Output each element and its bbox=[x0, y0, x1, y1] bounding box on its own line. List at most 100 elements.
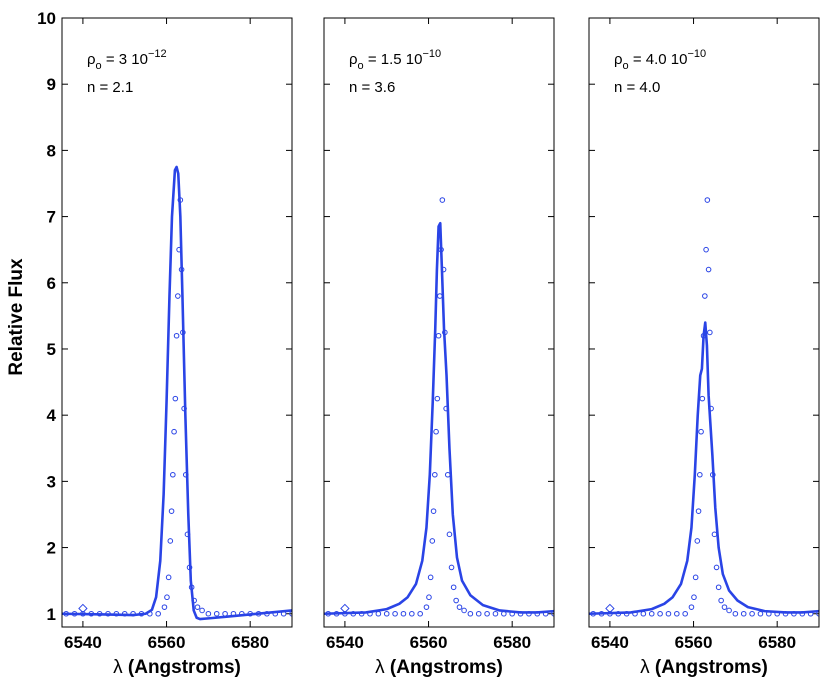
rho-exponent: −10 bbox=[687, 48, 706, 60]
observed-point bbox=[799, 610, 806, 617]
observed-point bbox=[688, 604, 695, 610]
observed-point bbox=[791, 610, 797, 617]
n-annotation: n = 2.1 bbox=[87, 79, 133, 96]
observed-point bbox=[434, 395, 441, 402]
rho-annotation: ρo = 3 10−12 bbox=[87, 48, 167, 72]
x-tick-label: 6540 bbox=[64, 633, 102, 652]
n-annotation: n = 3.6 bbox=[349, 79, 395, 96]
observed-point bbox=[213, 610, 220, 617]
observed-point bbox=[400, 610, 407, 617]
observed-point bbox=[18, 611, 23, 616]
panel-left: 1 2 3 4 5 6 7 8 9 10 6540 6560 6580 λ (Angstroms) ρo =… bbox=[18, 9, 311, 678]
observed-point bbox=[443, 405, 449, 412]
observed-point bbox=[632, 610, 638, 617]
observed-point bbox=[172, 395, 179, 402]
observed-point bbox=[440, 266, 447, 273]
model-line-series bbox=[62, 165, 292, 621]
observed-point bbox=[492, 610, 499, 617]
observed-point bbox=[430, 508, 437, 514]
observed-point bbox=[301, 611, 306, 616]
observed-point bbox=[375, 610, 382, 617]
observed-point bbox=[383, 610, 390, 617]
observed-point bbox=[177, 197, 184, 203]
observed-point bbox=[191, 597, 197, 604]
observed-point bbox=[698, 428, 704, 435]
observed-point bbox=[695, 508, 702, 514]
observed-point bbox=[272, 610, 279, 617]
observed-point bbox=[333, 610, 340, 617]
observed-point bbox=[807, 610, 814, 617]
observed-point bbox=[682, 610, 688, 617]
observed-point bbox=[715, 584, 722, 591]
observed-point bbox=[429, 538, 436, 544]
observed-point bbox=[167, 538, 174, 544]
x-tick-label: 6540 bbox=[326, 633, 364, 652]
observed-point bbox=[703, 246, 709, 253]
plot-area bbox=[18, 165, 311, 621]
observed-point bbox=[709, 471, 716, 478]
rho-symbol: ρ bbox=[349, 51, 358, 68]
observed-point bbox=[289, 610, 292, 617]
panel-frame bbox=[61, 17, 293, 628]
observed-point bbox=[442, 329, 448, 336]
observed-point bbox=[718, 597, 724, 604]
y-tick-label: 4 bbox=[47, 406, 57, 425]
x-axis-title-text: (Angstroms) bbox=[123, 657, 241, 678]
observed-point bbox=[517, 610, 524, 617]
observed-point bbox=[423, 604, 430, 610]
observed-point bbox=[448, 564, 455, 571]
observed-point bbox=[173, 332, 180, 339]
x-tick-label: 6580 bbox=[758, 633, 796, 652]
observed-point bbox=[309, 611, 314, 616]
reference-diamond-marker bbox=[340, 603, 350, 614]
plot-area bbox=[301, 197, 573, 617]
observed-point bbox=[427, 574, 434, 581]
observed-point bbox=[702, 293, 708, 299]
observed-point bbox=[713, 564, 720, 571]
observed-point bbox=[306, 611, 311, 616]
observed-point bbox=[186, 564, 193, 571]
x-axis-title-text: (Angstroms) bbox=[650, 657, 768, 678]
reference-diamond-marker bbox=[605, 603, 615, 614]
observed-point bbox=[184, 531, 191, 538]
observed-point bbox=[409, 610, 415, 617]
rho-subscript: o bbox=[623, 60, 629, 72]
observed-point bbox=[708, 405, 714, 412]
observed-point bbox=[446, 531, 453, 538]
observed-point bbox=[113, 610, 120, 617]
observed-point bbox=[438, 246, 444, 253]
y-tick-label: 7 bbox=[47, 208, 56, 227]
observed-point bbox=[155, 610, 161, 617]
observed-point bbox=[444, 471, 451, 478]
rho-exponent: −12 bbox=[148, 48, 167, 60]
x-axis-title-symbol: λ bbox=[113, 657, 123, 678]
reference-diamond-marker bbox=[78, 603, 88, 614]
x-axis-title: λ (Angstroms) bbox=[640, 657, 768, 678]
observed-point bbox=[707, 329, 713, 336]
y-tick-label: 10 bbox=[37, 9, 56, 28]
y-tick-label: 2 bbox=[47, 539, 56, 558]
observed-point bbox=[757, 610, 764, 617]
rho-value: = 1.5 10 bbox=[364, 51, 423, 68]
observed-point bbox=[583, 611, 588, 616]
panel-frame bbox=[323, 17, 555, 628]
y-axis-title: Relative Flux bbox=[6, 258, 27, 376]
x-axis-title-text: (Angstroms) bbox=[385, 657, 503, 678]
observed-point bbox=[168, 508, 175, 514]
observed-point bbox=[467, 610, 474, 617]
observed-point bbox=[161, 604, 168, 610]
observed-point bbox=[691, 594, 697, 601]
observed-point bbox=[175, 293, 181, 299]
x-tick-label: 6540 bbox=[591, 633, 629, 652]
observed-point bbox=[674, 610, 680, 617]
observed-point bbox=[566, 611, 571, 616]
observed-point bbox=[230, 610, 237, 617]
observed-point bbox=[426, 594, 432, 601]
observed-point bbox=[439, 197, 446, 203]
observed-point bbox=[732, 610, 739, 617]
observed-point bbox=[700, 332, 707, 339]
observed-point bbox=[432, 471, 438, 478]
observed-point bbox=[170, 471, 176, 478]
observed-point bbox=[568, 611, 573, 616]
panel-frame bbox=[588, 17, 820, 628]
